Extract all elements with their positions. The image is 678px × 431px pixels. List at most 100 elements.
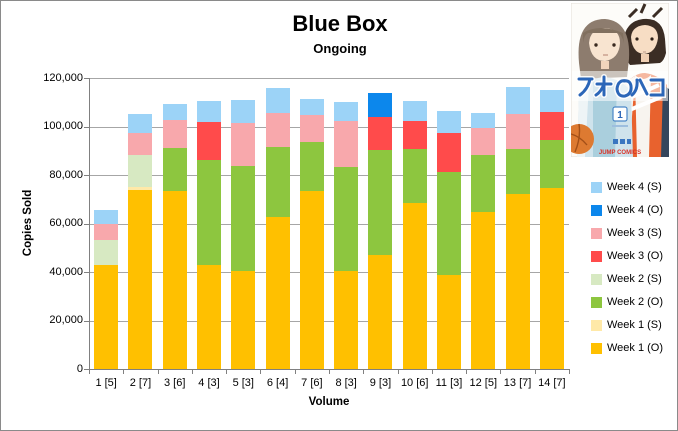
- bar-segment-week3s: [128, 133, 153, 155]
- bar-segment-week3s: [231, 123, 256, 166]
- x-axis-tick: [294, 369, 296, 374]
- x-axis-category-label: 13 [7]: [503, 377, 532, 389]
- bar-segment-week4s: [128, 114, 153, 134]
- x-axis-tick: [89, 369, 90, 374]
- bar-volume-14: [539, 78, 564, 369]
- legend-label: Week 2 (O): [607, 296, 664, 308]
- x-axis-tick: [329, 369, 330, 374]
- bar-segment-week3o: [197, 122, 221, 160]
- bar-volume-11: [437, 78, 461, 369]
- bar-segment-week3s: [299, 114, 324, 143]
- bar-segment-week1o: [505, 194, 530, 369]
- cover-author-mark: [613, 139, 631, 144]
- bar-segment-week2o: [299, 142, 324, 192]
- bar-segment-week2o: [505, 148, 530, 195]
- bar-segment-week1o: [402, 203, 427, 369]
- bar-volume-7: [299, 78, 324, 369]
- legend-label: Week 2 (S): [607, 273, 662, 285]
- bar-segment-week2o: [162, 147, 187, 192]
- bar-segment-week2s: [128, 154, 153, 188]
- bar-segment-week3s: [162, 119, 187, 148]
- x-axis-category-label: 3 [6]: [164, 377, 186, 389]
- x-axis-category-label: 12 [5]: [469, 377, 498, 389]
- y-axis-tick-label: 20,000: [49, 314, 83, 326]
- bar-segment-week4s: [471, 113, 496, 129]
- x-axis-category-label: 11 [3]: [435, 377, 463, 389]
- y-axis-tick: [84, 320, 89, 322]
- bar-segment-week1o: [265, 217, 290, 369]
- x-axis-category-label: 9 [3]: [369, 377, 392, 389]
- legend-swatch: [591, 205, 602, 216]
- bar-segment-week4s: [505, 87, 530, 115]
- bar-volume-12: [471, 78, 496, 369]
- bar-segment-week4s: [402, 100, 427, 122]
- bar-segment-week4s: [539, 89, 564, 113]
- x-axis-category-label: 14 [7]: [538, 377, 566, 389]
- bar-segment-week3o: [402, 121, 427, 149]
- y-axis-tick: [84, 369, 89, 370]
- y-axis-tick-label: 80,000: [49, 168, 83, 181]
- y-axis-line: [89, 78, 90, 369]
- x-axis-tick: [466, 369, 468, 374]
- bar-segment-week4s: [162, 104, 187, 120]
- x-axis-category-label: 8 [3]: [335, 377, 357, 389]
- legend-label: Week 1 (O): [607, 342, 664, 354]
- bar-segment-week1o: [437, 275, 461, 369]
- chart-title: Blue Box: [292, 11, 388, 36]
- bar-segment-week3s: [265, 113, 290, 147]
- legend-swatch: [591, 320, 602, 331]
- bar-segment-week2o: [471, 154, 496, 213]
- x-axis-tick: [191, 369, 193, 374]
- y-axis-tick: [84, 126, 89, 128]
- manga-cover: 1 JUMP COMICS: [571, 3, 669, 157]
- y-axis-tick: [84, 223, 89, 225]
- x-axis-category-label: 10 [6]: [400, 377, 429, 389]
- bar-segment-week3s: [94, 224, 119, 240]
- bar-volume-13: [505, 78, 530, 369]
- x-axis-tick: [363, 369, 365, 374]
- bar-segment-week2o: [231, 165, 256, 272]
- legend-label: Week 3 (S): [607, 227, 662, 239]
- legend-label: Week 3 (O): [607, 250, 664, 262]
- bar-segment-week2o: [265, 146, 290, 218]
- bar-segment-week1o: [471, 212, 496, 369]
- bar-segment-week3s: [505, 114, 530, 149]
- bar-segment-week2o: [437, 171, 461, 276]
- bar-segment-week4s: [197, 101, 221, 123]
- bar-segment-week1s: [128, 187, 153, 190]
- bar-segment-week1o: [334, 271, 359, 369]
- legend-swatch: [591, 228, 602, 239]
- y-axis-tick-label: 100,000: [43, 120, 83, 132]
- legend-swatch: [591, 297, 602, 308]
- bar-segment-week2o: [402, 148, 427, 204]
- cover-volume-number: 1: [617, 110, 623, 121]
- bar-segment-week4s: [265, 88, 290, 114]
- bar-segment-week4s: [334, 102, 359, 121]
- bar-segment-week2o: [539, 139, 564, 189]
- chart-subtitle: Ongoing: [313, 41, 367, 56]
- bar-segment-week1o: [231, 271, 256, 369]
- x-axis-category-label: 5 [3]: [232, 377, 254, 389]
- gridline: [89, 320, 569, 322]
- x-axis-tick: [569, 369, 570, 374]
- legend-label: Week 4 (S): [607, 181, 662, 193]
- bar-segment-week2o: [368, 150, 393, 256]
- gridline: [89, 175, 569, 176]
- legend-swatch: [591, 182, 602, 193]
- gridline: [89, 126, 569, 128]
- bar-segment-week3s: [471, 128, 496, 155]
- y-axis-tick: [84, 272, 89, 273]
- bar-volume-10: [402, 78, 427, 369]
- gridline: [89, 272, 569, 273]
- x-axis-tick: [123, 369, 125, 374]
- bar-segment-week4s: [299, 98, 324, 115]
- legend-label: Week 1 (S): [607, 319, 662, 331]
- x-axis-title: Volume: [308, 396, 350, 408]
- bar-segment-week4s: [94, 209, 119, 225]
- x-axis-category-label: 6 [4]: [266, 377, 289, 389]
- bar-segment-week1o: [368, 255, 393, 369]
- bar-segment-week3o: [437, 133, 461, 172]
- bar-volume-2: [128, 78, 153, 369]
- bar-segment-week1o: [197, 265, 221, 369]
